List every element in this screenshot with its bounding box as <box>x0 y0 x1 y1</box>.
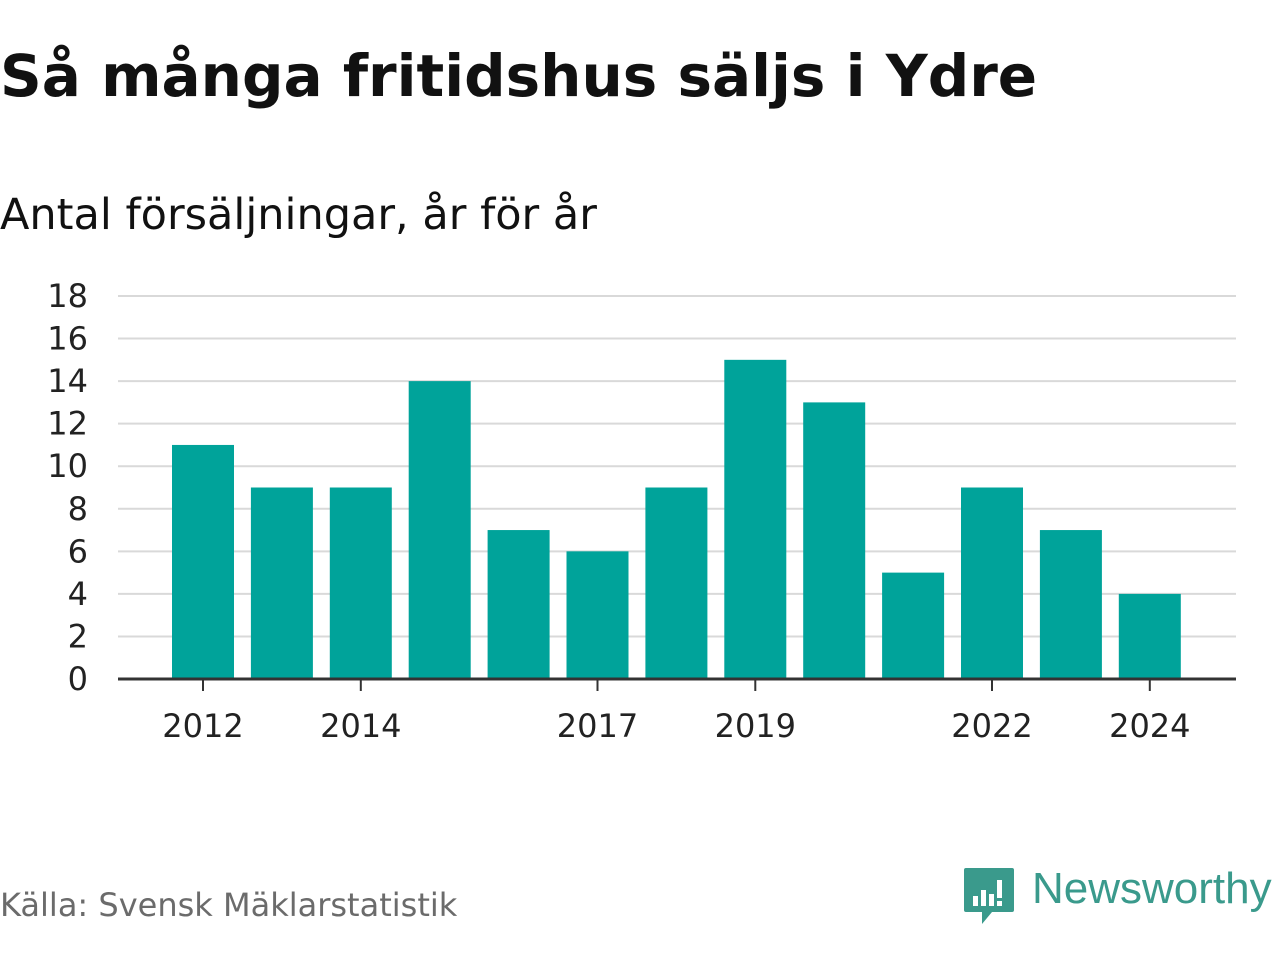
chart-subtitle: Antal försäljningar, år för år <box>0 190 597 240</box>
bar <box>250 487 313 679</box>
bar <box>329 487 392 679</box>
y-tick-label: 18 <box>47 277 88 315</box>
y-tick-label: 16 <box>47 320 88 358</box>
bar <box>645 487 708 679</box>
y-tick-label: 12 <box>47 405 88 443</box>
chart-title: Så många fritidshus säljs i Ydre <box>0 42 1038 110</box>
bar <box>566 551 629 679</box>
bars <box>172 359 1181 679</box>
bar <box>1118 593 1181 679</box>
bar <box>408 381 471 679</box>
brand-name: Newsworthy <box>1032 864 1272 913</box>
bar <box>803 402 866 679</box>
x-tick-label: 2014 <box>320 707 401 745</box>
y-tick-label: 8 <box>68 490 88 528</box>
y-tick-label: 0 <box>68 660 88 698</box>
y-axis-ticks: 0 2 4 6 8 10 12 14 16 18 <box>47 277 88 698</box>
x-tick-label: 2012 <box>162 707 243 745</box>
bar <box>724 359 787 679</box>
y-tick-label: 4 <box>68 575 88 613</box>
y-tick-label: 10 <box>47 447 88 485</box>
x-tick-label: 2019 <box>715 707 796 745</box>
x-tick-label: 2017 <box>557 707 638 745</box>
bar-chart: 0 2 4 6 8 10 12 14 16 18 2012 2014 2017 2019 2022 2024 <box>47 277 1236 745</box>
x-tick-label: 2022 <box>951 707 1032 745</box>
newsworthy-logo-icon <box>964 868 1014 924</box>
source-note: Källa: Svensk Mäklarstatistik <box>0 886 458 924</box>
bar <box>882 572 945 679</box>
x-axis-ticks: 2012 2014 2017 2019 2022 2024 <box>162 679 1191 745</box>
y-tick-label: 6 <box>68 532 88 570</box>
x-tick-label: 2024 <box>1109 707 1190 745</box>
brand-logo: Newsworthy <box>962 864 1280 928</box>
bar <box>172 444 234 679</box>
y-tick-label: 14 <box>47 362 88 400</box>
y-tick-label: 2 <box>68 617 88 655</box>
bar <box>961 487 1023 679</box>
bar <box>1039 530 1102 679</box>
bar <box>487 530 550 679</box>
